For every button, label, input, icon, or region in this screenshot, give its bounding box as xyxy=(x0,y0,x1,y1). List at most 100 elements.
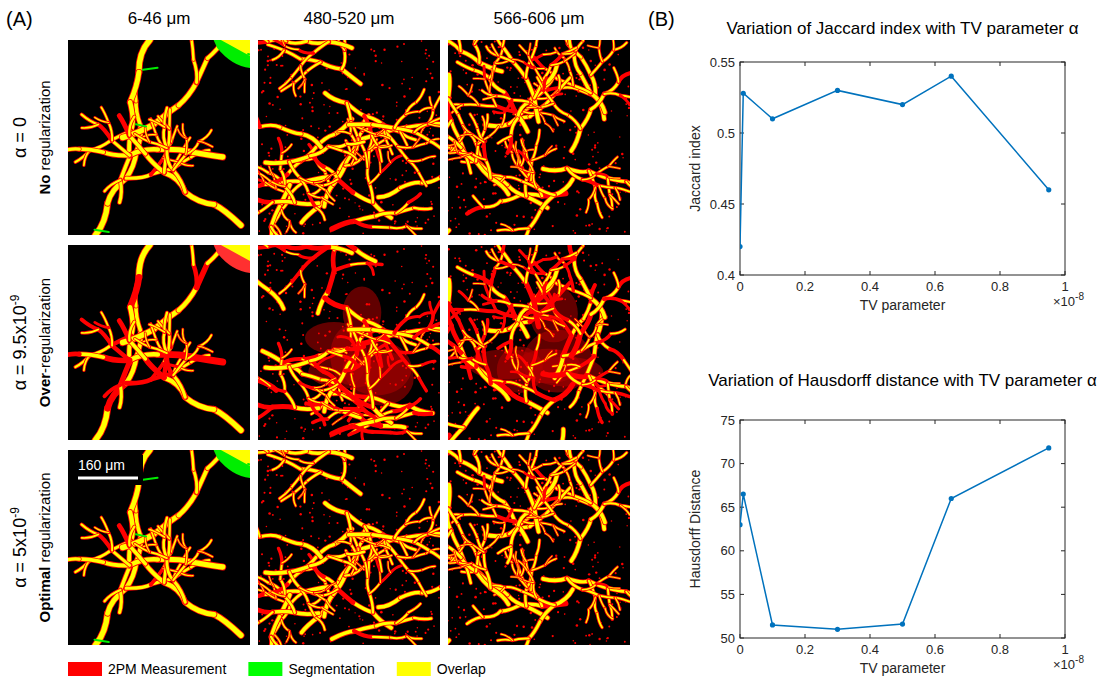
vessel-measurement xyxy=(537,130,540,145)
vessel-overlap xyxy=(314,179,326,183)
vessel-measurement xyxy=(293,83,295,96)
vessel-measurement xyxy=(189,152,223,157)
vessel-overlap xyxy=(615,188,620,200)
vessel-measurement xyxy=(460,153,472,157)
speckle xyxy=(302,334,304,336)
vessel-measurement xyxy=(338,179,354,192)
vessel-measurement xyxy=(391,226,407,228)
speckle xyxy=(375,392,377,394)
vessel-measurement xyxy=(338,131,351,133)
speckle xyxy=(348,53,350,55)
vessel-overlap xyxy=(301,53,313,66)
speckle xyxy=(519,174,521,176)
vessel-measurement xyxy=(142,135,156,138)
speckle xyxy=(267,60,270,63)
vessel-overlap xyxy=(136,306,140,330)
vessel-measurement xyxy=(467,207,483,214)
speckle xyxy=(449,177,450,178)
speckle xyxy=(418,322,420,324)
vessel-overlap xyxy=(498,136,511,143)
speckle xyxy=(438,296,440,298)
speckle xyxy=(318,128,320,130)
vessel-measurement xyxy=(82,330,99,334)
vessel-measurement xyxy=(451,121,459,140)
vessel-overlap xyxy=(567,168,582,179)
speckle xyxy=(574,159,576,161)
speckle xyxy=(268,102,271,105)
vessel-overlap xyxy=(173,155,186,171)
speckle xyxy=(346,88,348,90)
speckle xyxy=(392,204,394,206)
vessel-measurement xyxy=(472,134,484,142)
speckle xyxy=(603,79,605,81)
vessel-measurement xyxy=(194,60,197,83)
vessel-measurement xyxy=(396,202,408,213)
speckle xyxy=(484,234,486,235)
speckle xyxy=(595,65,596,66)
vessel-measurement xyxy=(376,213,396,216)
speckle xyxy=(486,215,488,217)
vessel-measurement xyxy=(540,195,555,212)
vessel-measurement xyxy=(199,335,212,346)
vessel-measurement xyxy=(599,186,605,199)
vessel-measurement xyxy=(448,121,451,136)
vessel-measurement xyxy=(145,128,149,142)
vessel-overlap xyxy=(540,195,555,212)
vessel-measurement xyxy=(173,155,186,171)
speckle xyxy=(321,82,323,84)
speckle xyxy=(388,292,390,294)
vessel-measurement xyxy=(258,173,259,177)
speckle xyxy=(431,203,433,205)
speckle xyxy=(267,265,270,268)
vessel-overlap xyxy=(179,288,197,311)
speckle xyxy=(411,77,413,79)
description-bold: No xyxy=(36,175,53,195)
vessel-overlap xyxy=(543,168,567,170)
vessel-overlap xyxy=(485,124,509,126)
speckle xyxy=(300,426,302,428)
speckle xyxy=(591,223,593,225)
speckle xyxy=(279,328,281,330)
speckle xyxy=(588,49,589,50)
vessel-measurement xyxy=(588,46,599,48)
vessel-measurement xyxy=(589,187,596,199)
vessel-overlap xyxy=(492,44,498,55)
vessel-overlap xyxy=(388,152,391,163)
vessel-measurement xyxy=(311,146,329,155)
speckle xyxy=(299,95,301,97)
vessel-measurement xyxy=(468,85,472,96)
speckle xyxy=(311,106,313,108)
speckle xyxy=(261,91,263,93)
speckle xyxy=(481,41,483,43)
speckle xyxy=(267,64,269,66)
vessel-measurement xyxy=(347,103,351,122)
vessel-overlap xyxy=(273,50,285,60)
vessel-overlap xyxy=(329,146,345,151)
speckle xyxy=(518,185,519,186)
vessel-overlap xyxy=(604,93,620,95)
vessel-measurement xyxy=(482,90,496,96)
vessel-overlap xyxy=(326,191,334,201)
vessel-measurement xyxy=(95,408,107,440)
speckle xyxy=(421,40,423,42)
vessel-measurement xyxy=(120,362,129,385)
speckle xyxy=(301,117,303,119)
speckle xyxy=(395,384,397,386)
speckle xyxy=(625,103,627,105)
vessel-measurement xyxy=(289,162,300,178)
vessel-overlap xyxy=(537,130,540,145)
speckle xyxy=(299,301,301,303)
vessel-overlap xyxy=(112,141,130,156)
vessel-overlap xyxy=(490,127,499,137)
speckle xyxy=(448,210,449,212)
speckle xyxy=(485,181,487,183)
vessel-measurement xyxy=(483,96,496,100)
speckle xyxy=(427,423,429,425)
speckle xyxy=(510,67,512,69)
vessel-overlap xyxy=(199,142,213,147)
vessel-overlap xyxy=(136,101,140,125)
vessel-measurement xyxy=(120,157,129,180)
speckle xyxy=(368,303,370,305)
speckle xyxy=(588,163,590,165)
vessel-overlap xyxy=(574,54,580,73)
